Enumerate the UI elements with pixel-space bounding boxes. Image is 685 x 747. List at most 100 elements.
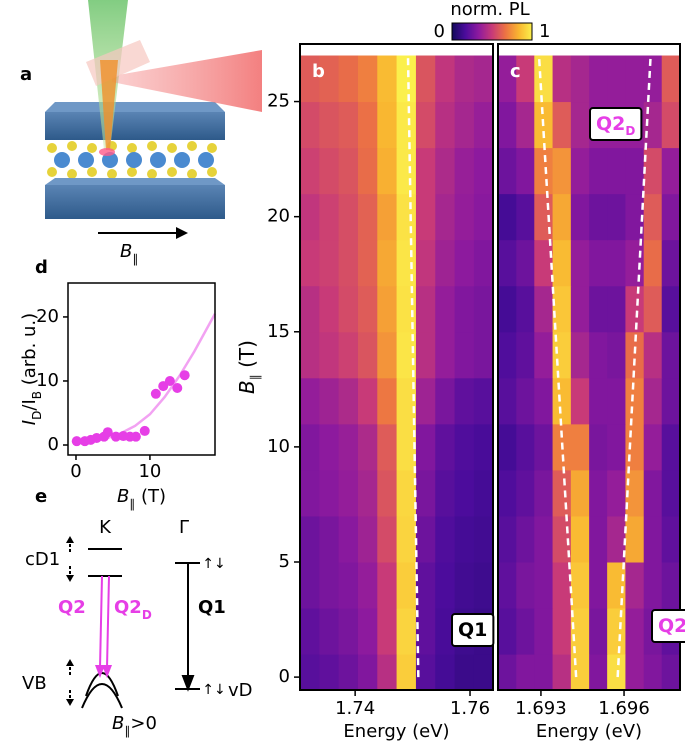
guide-line [537, 55, 578, 678]
heat-cell [661, 147, 680, 195]
heat-cell [473, 239, 493, 287]
y-tick-label: 0 [48, 434, 59, 455]
x-tick-label: 0 [70, 461, 81, 482]
heat-cell [415, 423, 436, 471]
y-tick-label: 25 [267, 91, 290, 112]
fit-line [75, 313, 217, 445]
text-piece: D [625, 124, 635, 138]
guide-line [616, 55, 652, 678]
heat-cell [516, 101, 536, 149]
heat-cell [643, 55, 663, 103]
heat-cell [661, 561, 680, 609]
heat-cell [415, 377, 436, 425]
heat-cell [473, 55, 493, 103]
heat-cell [661, 423, 680, 471]
heat-cell [570, 147, 590, 195]
heat-cell [661, 515, 680, 563]
heat-cell [607, 654, 626, 690]
heat-cell [377, 331, 398, 379]
heat-cell [552, 654, 572, 690]
colorbar-label: norm. PL [450, 0, 529, 20]
heat-cell [300, 55, 320, 103]
heat-cell [552, 101, 572, 149]
heat-cell [552, 469, 572, 517]
heat-cell [415, 147, 436, 195]
heat-cell [516, 561, 536, 609]
heat-cell [570, 55, 590, 103]
y-tick-label: 0 [279, 666, 290, 687]
level-label: VB [22, 673, 47, 694]
heat-cell [415, 469, 436, 517]
heat-cell [516, 469, 536, 517]
heat-cell [589, 423, 608, 471]
heat-cell [357, 423, 378, 471]
text-piece: (arb. u.) [19, 313, 40, 391]
heat-cell [607, 239, 626, 287]
heat-cell [435, 239, 456, 287]
heat-cell [661, 469, 680, 517]
heat-cell [643, 147, 663, 195]
heat-cell [357, 377, 378, 425]
heat-cell [625, 285, 645, 333]
heat-cell [607, 285, 626, 333]
heat-cell [454, 469, 475, 517]
heat-cell [415, 193, 436, 241]
heat-cell [498, 423, 517, 471]
heat-cell [552, 561, 572, 609]
heat-cell [357, 561, 378, 609]
heat-cell [415, 608, 436, 655]
heat-cell [570, 469, 590, 517]
text-piece: Q2 [114, 597, 142, 618]
heat-cell [435, 423, 456, 471]
heat-cell [516, 654, 536, 690]
data-point [179, 370, 190, 381]
heat-cell [300, 331, 320, 379]
heat-cell [473, 377, 493, 425]
panel-letter: c [510, 61, 521, 82]
heat-cell [454, 101, 475, 149]
text-piece: Q2 [58, 597, 86, 618]
heat-cell [435, 654, 456, 690]
valley-label: K [99, 517, 112, 538]
y-tick-label: 5 [279, 551, 290, 572]
heat-cell [300, 561, 320, 609]
heat-cell [661, 193, 680, 241]
heat-cell [357, 55, 378, 103]
heat-cell [661, 101, 680, 149]
heat-cell [377, 423, 398, 471]
heat-cell [473, 654, 493, 690]
heat-cell [607, 55, 626, 103]
heat-cell [435, 147, 456, 195]
heat-cell [415, 239, 436, 287]
heat-cell [338, 55, 359, 103]
heat-cell [435, 285, 456, 333]
x-tick-label: 1.693 [515, 698, 567, 719]
heat-cell [338, 193, 359, 241]
heat-cell [415, 331, 436, 379]
heat-cell [357, 101, 378, 149]
heat-cell [498, 608, 517, 655]
heat-cell [570, 285, 590, 333]
frame [299, 43, 494, 691]
heat-cell [625, 193, 645, 241]
panel-letter: a [20, 64, 32, 85]
text-piece: Q1 [198, 597, 226, 618]
heat-cell [643, 285, 663, 333]
x-tick-label: 1.74 [335, 698, 375, 719]
x-axis-label: B∥ (T) [117, 486, 166, 511]
heat-cell [534, 331, 554, 379]
transition-label: Q1 [198, 597, 226, 618]
text-piece: ∥ [248, 374, 262, 380]
text-piece: B [30, 391, 44, 399]
heat-cell [552, 331, 572, 379]
data-point [139, 425, 150, 436]
x-tick-label: 1.696 [598, 698, 650, 719]
colorbar-tick-label: 1 [539, 21, 550, 42]
guide-line [406, 55, 420, 678]
heat-cell [661, 377, 680, 425]
heat-cell [377, 654, 398, 690]
heat-cell [357, 193, 378, 241]
heat-cell [625, 55, 645, 103]
heat-cell [338, 561, 359, 609]
heat-cell [661, 654, 680, 690]
